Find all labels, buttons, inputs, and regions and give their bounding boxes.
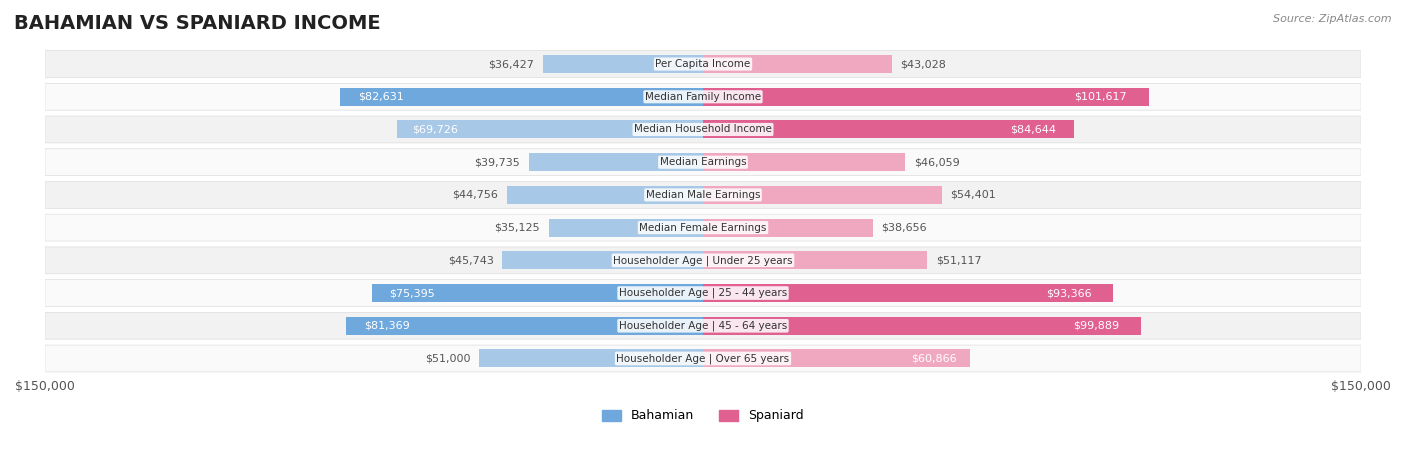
Text: Householder Age | 45 - 64 years: Householder Age | 45 - 64 years [619,320,787,331]
Text: $99,889: $99,889 [1073,321,1119,331]
Text: $45,743: $45,743 [447,255,494,265]
FancyBboxPatch shape [45,116,1361,143]
Bar [543,55,703,73]
Bar [703,317,1142,335]
Text: $60,866: $60,866 [911,354,956,363]
Bar [703,284,1112,302]
Bar [703,349,970,368]
Text: Householder Age | Under 25 years: Householder Age | Under 25 years [613,255,793,266]
Bar [548,219,703,237]
Bar [703,153,905,171]
Bar [396,120,703,139]
Text: $51,000: $51,000 [425,354,471,363]
Text: $38,656: $38,656 [882,223,927,233]
FancyBboxPatch shape [45,83,1361,110]
Text: $35,125: $35,125 [495,223,540,233]
Text: Median Earnings: Median Earnings [659,157,747,167]
Text: Median Household Income: Median Household Income [634,125,772,134]
FancyBboxPatch shape [45,214,1361,241]
Text: $84,644: $84,644 [1010,125,1056,134]
FancyBboxPatch shape [45,280,1361,306]
FancyBboxPatch shape [45,312,1361,339]
Bar [479,349,703,368]
Bar [502,251,703,269]
Bar [703,219,873,237]
Text: $69,726: $69,726 [412,125,458,134]
Text: $39,735: $39,735 [474,157,520,167]
Bar [703,55,891,73]
Text: $43,028: $43,028 [900,59,946,69]
Bar [529,153,703,171]
FancyBboxPatch shape [45,345,1361,372]
FancyBboxPatch shape [45,247,1361,274]
Text: $36,427: $36,427 [488,59,534,69]
FancyBboxPatch shape [45,182,1361,208]
Bar [373,284,703,302]
Text: $54,401: $54,401 [950,190,997,200]
Bar [703,88,1149,106]
Text: $46,059: $46,059 [914,157,959,167]
Bar [346,317,703,335]
Text: Householder Age | 25 - 44 years: Householder Age | 25 - 44 years [619,288,787,298]
Text: $93,366: $93,366 [1046,288,1092,298]
Text: Median Family Income: Median Family Income [645,92,761,102]
FancyBboxPatch shape [45,149,1361,176]
Bar [703,120,1074,139]
Text: $51,117: $51,117 [936,255,981,265]
Text: Per Capita Income: Per Capita Income [655,59,751,69]
Legend: Bahamian, Spaniard: Bahamian, Spaniard [598,404,808,427]
Bar [506,186,703,204]
Bar [340,88,703,106]
Text: $82,631: $82,631 [359,92,405,102]
Text: Median Female Earnings: Median Female Earnings [640,223,766,233]
Text: BAHAMIAN VS SPANIARD INCOME: BAHAMIAN VS SPANIARD INCOME [14,14,381,33]
Text: $44,756: $44,756 [451,190,498,200]
Bar [703,186,942,204]
Text: $81,369: $81,369 [364,321,409,331]
Bar [703,251,927,269]
Text: Source: ZipAtlas.com: Source: ZipAtlas.com [1274,14,1392,24]
Text: $75,395: $75,395 [389,288,434,298]
FancyBboxPatch shape [45,50,1361,78]
Text: Householder Age | Over 65 years: Householder Age | Over 65 years [616,353,790,364]
Text: Median Male Earnings: Median Male Earnings [645,190,761,200]
Text: $101,617: $101,617 [1074,92,1126,102]
